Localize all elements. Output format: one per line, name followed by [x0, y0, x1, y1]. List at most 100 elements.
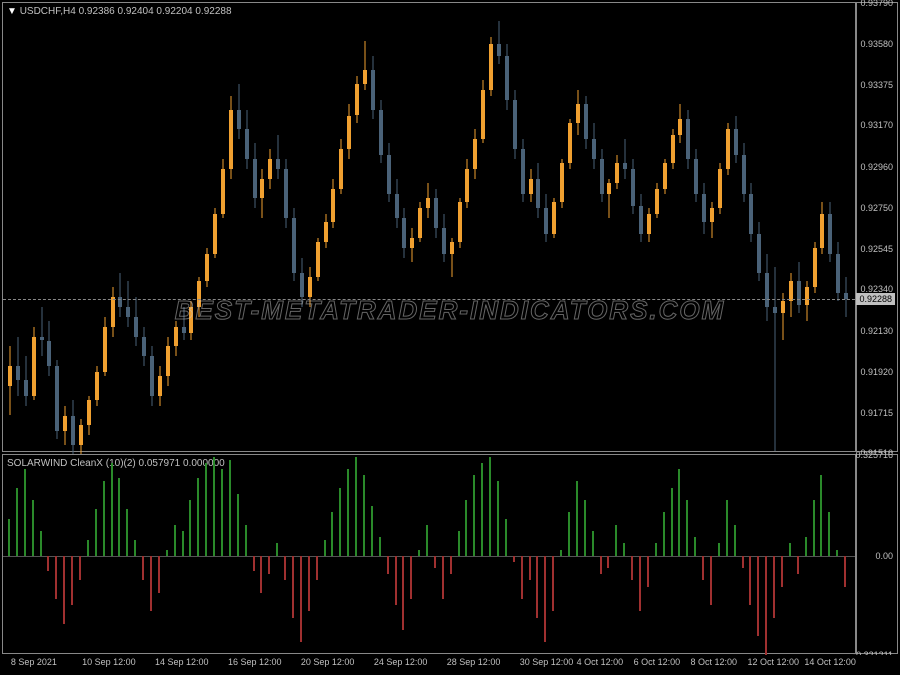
indicator-bar: [797, 556, 799, 575]
price-chart[interactable]: USDCHF,H4 0.92386 0.92404 0.92204 0.9228…: [2, 2, 856, 452]
x-tick-label: 14 Sep 12:00: [155, 657, 209, 667]
indicator-bar: [134, 540, 136, 555]
indicator-bar: [639, 556, 641, 612]
y-tick-label: 0.93790: [860, 0, 893, 8]
indicator-bar: [197, 478, 199, 555]
y-tick-label: 0.91715: [860, 408, 893, 418]
indicator-bar: [536, 556, 538, 618]
indicator-bar: [663, 512, 665, 555]
indicator-bar: [686, 500, 688, 556]
indicator-bar: [221, 469, 223, 556]
indicator-bar: [150, 556, 152, 612]
indicator-bar: [402, 556, 404, 630]
indicator-bar: [379, 537, 381, 556]
indicator-bar: [726, 500, 728, 556]
indicator-bar: [47, 556, 49, 571]
indicator-bar: [300, 556, 302, 643]
indicator-bar: [8, 519, 10, 556]
indicator-bar: [465, 500, 467, 556]
y-tick-label: 0.91920: [860, 367, 893, 377]
indicator-bar: [205, 463, 207, 556]
indicator-bar: [844, 556, 846, 587]
indicator-bar: [765, 556, 767, 655]
indicator-bar: [820, 475, 822, 555]
indicator-bar: [631, 556, 633, 581]
x-tick-label: 14 Oct 12:00: [804, 657, 856, 667]
x-tick-label: 28 Sep 12:00: [447, 657, 501, 667]
indicator-bar: [355, 457, 357, 556]
indicator-bar: [229, 460, 231, 556]
indicator-bar: [718, 543, 720, 555]
indicator-bar: [789, 543, 791, 555]
indicator-bar: [450, 556, 452, 575]
indicator-bar: [16, 488, 18, 556]
indicator-bar: [552, 556, 554, 612]
indicator-bar: [813, 500, 815, 556]
indicator-bar: [623, 543, 625, 555]
indicator-bar: [805, 537, 807, 556]
x-tick-label: 4 Oct 12:00: [577, 657, 624, 667]
indicator-bar: [126, 509, 128, 555]
indicator-bar: [773, 556, 775, 618]
indicator-bar: [576, 481, 578, 555]
indicator-bar: [292, 556, 294, 618]
indicator-bar: [473, 475, 475, 555]
indicator-y-axis: 0.3257160.00-0.321211: [856, 454, 898, 654]
indicator-bar: [694, 537, 696, 556]
indicator-bar: [189, 500, 191, 556]
indicator-bar: [592, 531, 594, 556]
indicator-bar: [655, 543, 657, 555]
indicator-bar: [331, 512, 333, 555]
indicator-bar: [442, 556, 444, 599]
indicator-bar: [111, 463, 113, 556]
indicator-bar: [671, 488, 673, 556]
indicator-bar: [513, 556, 515, 562]
indicator-bar: [568, 512, 570, 555]
y-tick-label: 0.93170: [860, 120, 893, 130]
indicator-bar: [142, 556, 144, 581]
indicator-bar: [24, 469, 26, 556]
x-tick-label: 20 Sep 12:00: [301, 657, 355, 667]
indicator-y-tick: 0.325716: [855, 450, 893, 460]
indicator-bar: [489, 457, 491, 556]
indicator-bar: [339, 488, 341, 556]
indicator-bar: [742, 556, 744, 568]
indicator-y-tick: 0.00: [875, 551, 893, 561]
x-tick-label: 24 Sep 12:00: [374, 657, 428, 667]
indicator-bar: [560, 550, 562, 556]
indicator-bar: [607, 556, 609, 568]
indicator-bar: [324, 540, 326, 555]
indicator-bar: [600, 556, 602, 575]
x-tick-label: 16 Sep 12:00: [228, 657, 282, 667]
indicator-bar: [213, 457, 215, 556]
indicator-bar: [734, 525, 736, 556]
indicator-bar: [63, 556, 65, 624]
y-tick-label: 0.92960: [860, 162, 893, 172]
indicator-bar: [118, 478, 120, 555]
indicator-bar: [158, 556, 160, 593]
indicator-bar: [615, 525, 617, 556]
indicator-bar: [40, 531, 42, 556]
x-tick-label: 10 Sep 12:00: [82, 657, 136, 667]
indicator-bar: [426, 525, 428, 556]
indicator-bar: [55, 556, 57, 599]
indicator-bar: [182, 531, 184, 556]
current-price-line: [3, 299, 855, 300]
indicator-bar: [347, 469, 349, 556]
indicator-chart[interactable]: SOLARWIND CleanX (10)(2) 0.057971 0.0000…: [2, 454, 856, 654]
indicator-bar: [32, 500, 34, 556]
indicator-bar: [505, 519, 507, 556]
indicator-bar: [387, 556, 389, 575]
indicator-bar: [71, 556, 73, 605]
indicator-bar: [458, 531, 460, 556]
y-tick-label: 0.92130: [860, 326, 893, 336]
indicator-bar: [245, 525, 247, 556]
indicator-bar: [308, 556, 310, 612]
indicator-bar: [481, 463, 483, 556]
indicator-bar: [521, 556, 523, 599]
indicator-bar: [284, 556, 286, 581]
indicator-bar: [253, 556, 255, 571]
indicator-bar: [87, 540, 89, 555]
y-tick-label: 0.93375: [860, 80, 893, 90]
indicator-bar: [781, 556, 783, 587]
